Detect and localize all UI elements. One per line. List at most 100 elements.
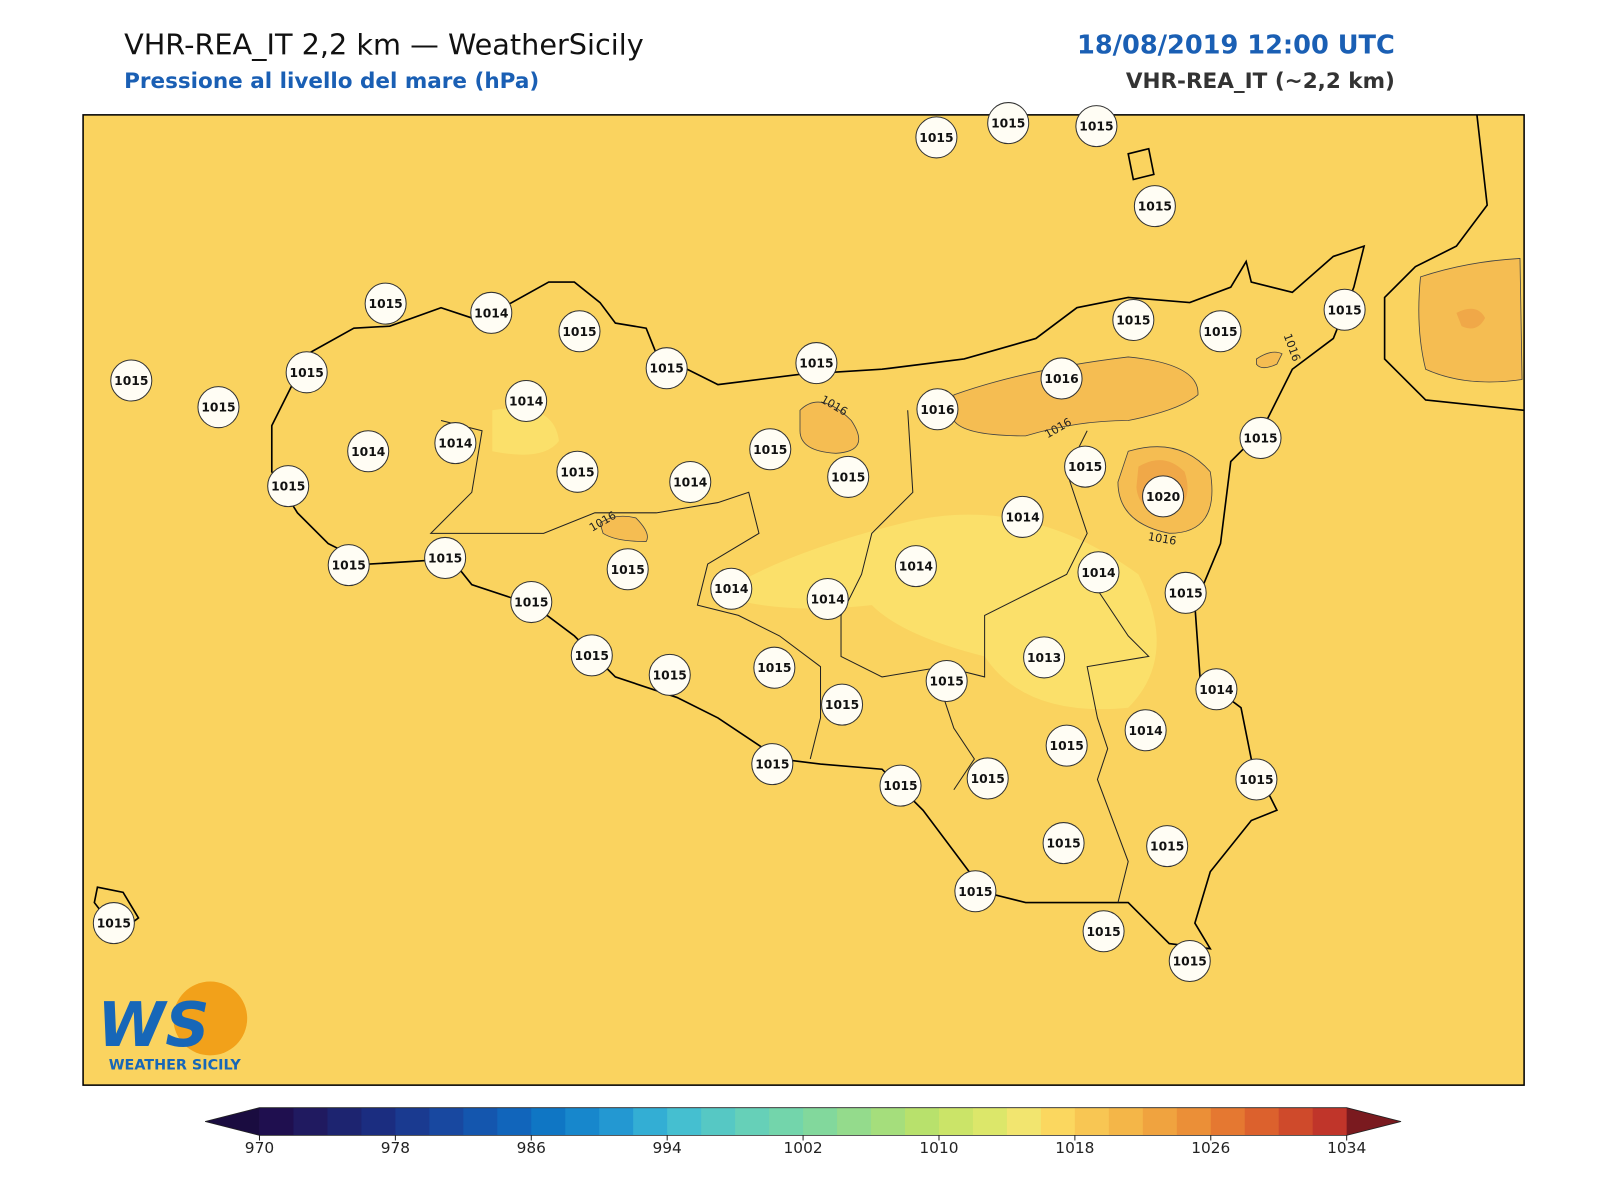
station-value: 1015 [560,465,594,479]
station-marker [510,581,553,624]
station-marker [347,430,390,473]
station-marker [987,102,1030,145]
station-marker [1323,288,1366,331]
station-marker [1239,416,1282,459]
colorbar-bin [429,1107,464,1136]
station-marker [1235,758,1278,801]
station-marker [470,291,513,334]
station-marker [267,465,310,508]
station-value: 1015 [991,117,1025,131]
station-value: 1015 [201,401,235,415]
station-marker [753,646,796,689]
colorbar-over [1346,1107,1402,1136]
station-value: 1015 [919,131,953,145]
station-marker [570,634,613,677]
station-value: 1015 [562,325,596,339]
station-value: 1015 [653,668,687,682]
station-value: 1015 [971,772,1005,786]
station-marker [806,577,849,620]
station-value: 1015 [114,374,148,388]
high-area [599,258,1523,542]
station-marker [1164,571,1207,614]
colorbar-bin [701,1107,736,1136]
station-value: 1015 [332,559,366,573]
colorbar-bin [972,1107,1008,1136]
station-marker [1077,551,1120,594]
station-value: 1015 [650,362,684,376]
contour-label: 1016 [1147,530,1177,548]
station-marker [1064,445,1107,488]
colorbar-bin [871,1107,906,1136]
station-value: 1014 [811,593,845,607]
station-value: 1014 [899,560,933,574]
station-value: 1015 [271,480,305,494]
colorbar-bin [633,1107,668,1136]
colorbar-under [205,1107,260,1136]
station-marker [879,764,922,807]
station-value: 1015 [1243,431,1277,445]
station-value: 1015 [1046,837,1080,851]
station-marker [364,282,407,325]
station-marker [1112,298,1155,342]
station-marker [327,544,370,587]
model: VHR-REA_IT (~2,2 km) [1126,69,1395,94]
colorbar-bin [327,1107,362,1136]
station-value: 1015 [1173,955,1207,969]
colorbar-bin [938,1107,974,1136]
low-area [492,408,1157,710]
colorbar: 970 978 986 994 1002 1010 1018 1026 1034 [205,1107,1402,1157]
station-marker [1146,825,1189,868]
station-marker [1082,910,1125,953]
colorbar-bin [1210,1107,1246,1136]
station-value: 1015 [825,698,859,712]
station-marker [606,548,649,591]
station-marker [1040,357,1083,400]
colorbar-bin [1074,1107,1110,1136]
station-value: 1015 [1086,925,1120,939]
station-value: 1013 [1027,651,1061,665]
colorbar-bin [1244,1107,1280,1136]
station-marker [556,450,599,493]
station-value: 1014 [1129,724,1163,738]
station-marker [285,351,328,394]
colorbar-bin [667,1107,702,1136]
station-marker [92,902,135,945]
station-marker [710,567,753,610]
station-value: 1014 [1081,566,1115,580]
station-value: 1015 [1050,739,1084,753]
station-value: 1015 [428,551,462,565]
colorbar-bin [769,1107,804,1136]
station-marker [1001,495,1044,538]
colorbar-tick-label: 1010 [919,1139,958,1157]
station-value: 1014 [1199,683,1233,697]
colorbar-tick-label: 1026 [1191,1139,1230,1157]
colorbar-bin [565,1107,600,1136]
colorbar-tick-label: 1034 [1327,1139,1366,1157]
station-marker [110,359,153,402]
station-value: 1015 [831,470,865,484]
colorbar-bin [1142,1107,1178,1136]
station-marker [1142,475,1185,518]
station-value: 1015 [883,779,917,793]
station-marker [1075,105,1118,148]
datetime: 18/08/2019 12:00 UTC [1077,30,1395,60]
logo-sun [173,981,248,1056]
colorbar-tick-label: 1002 [784,1139,823,1157]
station-marker [1045,724,1088,767]
station-value: 1020 [1146,490,1180,504]
station-value: 1015 [611,563,645,577]
station-marker [821,683,864,726]
colorbar-tick-label: 986 [517,1139,546,1157]
station-marker [1133,185,1176,228]
station-marker [795,342,838,385]
station-value: 1015 [799,357,833,371]
station-marker [1199,310,1242,353]
station-marker [915,116,958,159]
station-marker [505,380,548,423]
colorbar-bin [361,1107,396,1136]
station-value: 1015 [755,758,789,772]
station-value: 1015 [1150,840,1184,854]
logo: WS WEATHER SICILY [97,981,248,1074]
colorbar-bin [735,1107,770,1136]
station-value: 1016 [920,403,954,417]
